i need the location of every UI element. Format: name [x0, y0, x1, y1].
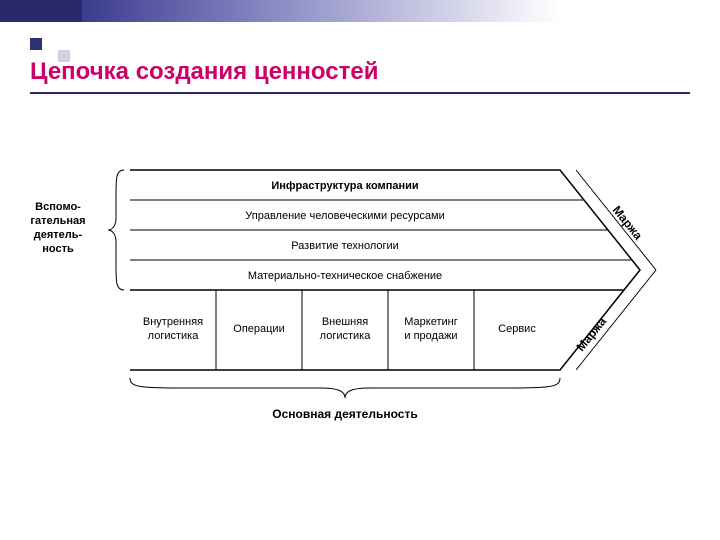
primary-2-line2: логистика — [320, 330, 372, 342]
topbar-dark-segment — [0, 0, 82, 22]
support-brace — [108, 170, 124, 290]
topbar-gradient-segment — [82, 0, 720, 22]
arrowhead-outer-top — [576, 170, 656, 270]
slide-title: Цепочка создания ценностей — [30, 58, 378, 86]
support-label-3: деятель- — [34, 229, 83, 241]
primary-label: Основная деятельность — [272, 407, 417, 421]
value-chain-diagram: Инфраструктура компании Управление челов… — [0, 140, 720, 470]
primary-brace — [130, 378, 560, 398]
bullet-square-dark — [30, 38, 42, 50]
primary-0-line2: логистика — [148, 330, 200, 342]
primary-4-line1: Сервис — [498, 323, 536, 335]
support-label-1: Вспомо- — [35, 201, 81, 213]
top-decoration-bar — [0, 0, 720, 22]
primary-0-line1: Внутренняя — [143, 316, 203, 328]
support-row-2: Развитие технологии — [291, 240, 399, 252]
support-row-3: Материально-техническое снабжение — [248, 270, 442, 282]
primary-2-line1: Внешняя — [322, 316, 368, 328]
margin-label-top: Маржа — [610, 203, 646, 243]
title-underline — [30, 92, 690, 94]
support-row-1: Управление человеческими ресурсами — [245, 210, 444, 222]
support-row-0: Инфраструктура компании — [271, 180, 418, 192]
primary-1-line1: Операции — [233, 323, 284, 335]
support-label-2: гательная — [30, 215, 85, 227]
primary-3-line1: Маркетинг — [404, 316, 457, 328]
arrowhead-outer-bottom — [576, 270, 656, 370]
support-label-4: ность — [42, 243, 74, 255]
margin-label-bottom: Маржа — [573, 314, 609, 354]
primary-3-line2: и продажи — [404, 330, 457, 342]
